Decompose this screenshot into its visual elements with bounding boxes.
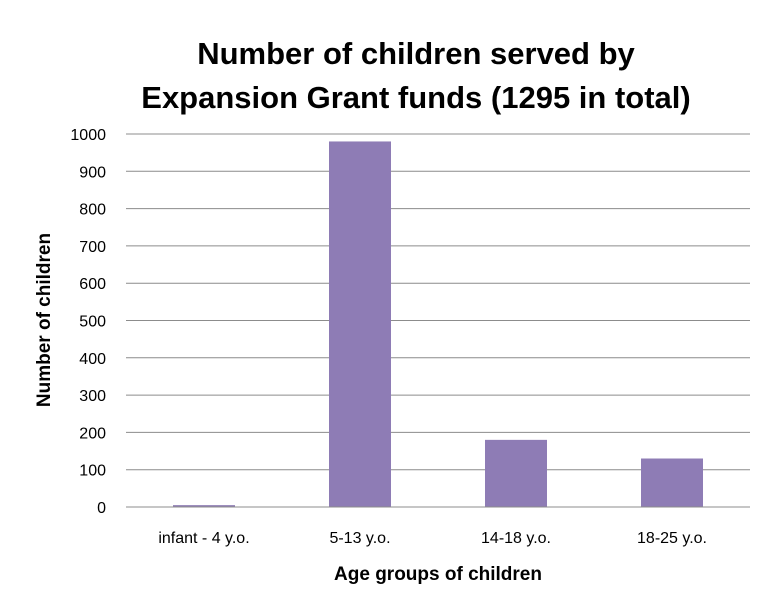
bar-3 xyxy=(641,458,703,507)
y-tick-label: 700 xyxy=(79,239,106,256)
x-category-label: 5-13 y.o. xyxy=(329,530,390,547)
bar-2 xyxy=(485,439,547,507)
y-axis-ticks: 0 100 200 300 400 500 600 700 800 900 1000 xyxy=(70,127,106,517)
y-tick-label: 600 xyxy=(79,276,106,293)
x-category-label: infant - 4 y.o. xyxy=(158,530,249,547)
bar-0 xyxy=(173,505,235,507)
y-axis-title: Number of children xyxy=(34,233,55,407)
x-axis-categories: infant - 4 y.o. 5-13 y.o. 14-18 y.o. 18-25 … xyxy=(158,530,707,547)
gridlines xyxy=(126,133,750,471)
y-tick-label: 800 xyxy=(79,202,106,219)
chart-title-line-1: Number of children served by xyxy=(197,36,635,71)
x-axis-title: Age groups of children xyxy=(334,564,542,585)
y-tick-label: 500 xyxy=(79,314,106,331)
x-category-label: 18-25 y.o. xyxy=(637,530,707,547)
y-tick-label: 900 xyxy=(79,164,106,181)
y-tick-label: 1000 xyxy=(70,127,106,144)
y-tick-label: 200 xyxy=(79,425,106,442)
x-category-label: 14-18 y.o. xyxy=(481,530,551,547)
bar-1 xyxy=(329,141,391,507)
chart-title-line-2: Expansion Grant funds (1295 in total) xyxy=(141,80,690,115)
y-tick-label: 400 xyxy=(79,351,106,368)
y-tick-label: 100 xyxy=(79,463,106,480)
y-tick-label: 300 xyxy=(79,388,106,405)
bars xyxy=(173,141,703,507)
y-tick-label: 0 xyxy=(97,500,106,517)
